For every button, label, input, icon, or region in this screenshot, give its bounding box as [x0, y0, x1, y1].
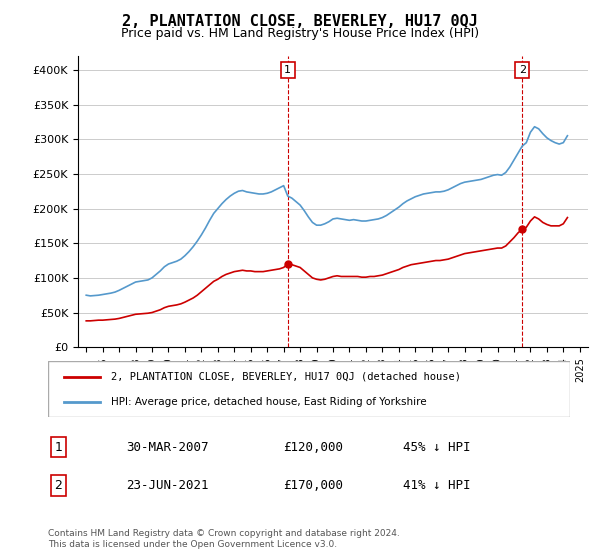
FancyBboxPatch shape	[48, 361, 570, 417]
Text: HPI: Average price, detached house, East Riding of Yorkshire: HPI: Average price, detached house, East…	[110, 396, 426, 407]
Text: Price paid vs. HM Land Registry's House Price Index (HPI): Price paid vs. HM Land Registry's House …	[121, 27, 479, 40]
Text: £120,000: £120,000	[283, 441, 343, 454]
Text: 2, PLANTATION CLOSE, BEVERLEY, HU17 0QJ (detached house): 2, PLANTATION CLOSE, BEVERLEY, HU17 0QJ …	[110, 372, 461, 382]
Text: 30-MAR-2007: 30-MAR-2007	[127, 441, 209, 454]
Text: 41% ↓ HPI: 41% ↓ HPI	[403, 479, 470, 492]
Text: 45% ↓ HPI: 45% ↓ HPI	[403, 441, 470, 454]
Text: 2, PLANTATION CLOSE, BEVERLEY, HU17 0QJ: 2, PLANTATION CLOSE, BEVERLEY, HU17 0QJ	[122, 14, 478, 29]
Text: £170,000: £170,000	[283, 479, 343, 492]
Text: 23-JUN-2021: 23-JUN-2021	[127, 479, 209, 492]
Text: 2: 2	[55, 479, 62, 492]
Text: 2: 2	[518, 65, 526, 75]
Text: Contains HM Land Registry data © Crown copyright and database right 2024.
This d: Contains HM Land Registry data © Crown c…	[48, 529, 400, 549]
Text: 1: 1	[55, 441, 62, 454]
Text: 1: 1	[284, 65, 291, 75]
